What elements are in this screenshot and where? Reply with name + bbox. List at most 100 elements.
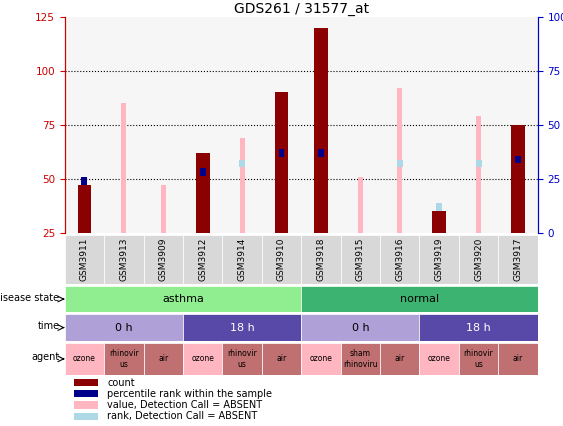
Bar bbox=[314, 28, 328, 233]
Title: GDS261 / 31577_at: GDS261 / 31577_at bbox=[234, 2, 369, 16]
Bar bbox=[104, 235, 144, 284]
Bar bbox=[498, 235, 538, 284]
Bar bbox=[476, 160, 481, 167]
Text: GSM3919: GSM3919 bbox=[435, 237, 444, 281]
Text: 0 h: 0 h bbox=[115, 322, 133, 333]
Text: percentile rank within the sample: percentile rank within the sample bbox=[108, 389, 272, 399]
Bar bbox=[262, 17, 301, 233]
Bar bbox=[318, 149, 324, 157]
Text: ozone: ozone bbox=[428, 354, 450, 363]
Text: 0 h: 0 h bbox=[351, 322, 369, 333]
Bar bbox=[459, 17, 498, 233]
Text: sham
rhinoviru: sham rhinoviru bbox=[343, 349, 378, 368]
Text: disease state: disease state bbox=[0, 293, 60, 303]
Bar bbox=[301, 17, 341, 233]
Bar bbox=[436, 203, 442, 210]
Text: count: count bbox=[108, 377, 135, 388]
Bar bbox=[239, 138, 245, 233]
Bar bbox=[104, 17, 144, 233]
Bar bbox=[65, 314, 183, 341]
Bar bbox=[121, 103, 127, 233]
Bar bbox=[419, 235, 459, 284]
Bar bbox=[341, 17, 380, 233]
Text: air: air bbox=[276, 354, 287, 363]
Text: GSM3913: GSM3913 bbox=[119, 237, 128, 281]
Text: GSM3914: GSM3914 bbox=[238, 237, 247, 281]
Bar bbox=[144, 235, 183, 284]
Text: ozone: ozone bbox=[310, 354, 332, 363]
Bar bbox=[341, 343, 380, 375]
Text: rhinovir
us: rhinovir us bbox=[464, 349, 493, 368]
Bar bbox=[222, 343, 262, 375]
Bar bbox=[239, 160, 245, 167]
Text: GSM3916: GSM3916 bbox=[395, 237, 404, 281]
Text: ozone: ozone bbox=[73, 354, 96, 363]
Text: air: air bbox=[395, 354, 405, 363]
Bar bbox=[301, 286, 538, 312]
Text: air: air bbox=[513, 354, 523, 363]
Bar bbox=[196, 153, 209, 233]
Bar bbox=[74, 412, 98, 420]
Bar bbox=[183, 235, 222, 284]
Bar bbox=[279, 149, 284, 157]
Text: GSM3918: GSM3918 bbox=[316, 237, 325, 281]
Bar bbox=[498, 343, 538, 375]
Text: value, Detection Call = ABSENT: value, Detection Call = ABSENT bbox=[108, 400, 262, 410]
Bar bbox=[301, 343, 341, 375]
Bar bbox=[419, 314, 538, 341]
Bar bbox=[160, 185, 166, 233]
Text: time: time bbox=[38, 321, 60, 331]
Bar bbox=[380, 17, 419, 233]
Bar bbox=[65, 343, 104, 375]
Bar bbox=[65, 286, 301, 312]
Bar bbox=[74, 401, 98, 409]
Bar bbox=[301, 314, 419, 341]
Bar bbox=[74, 379, 98, 386]
Text: GSM3910: GSM3910 bbox=[277, 237, 286, 281]
Text: GSM3915: GSM3915 bbox=[356, 237, 365, 281]
Bar bbox=[397, 88, 403, 233]
Bar bbox=[74, 390, 98, 397]
Bar bbox=[397, 160, 403, 167]
Bar bbox=[65, 235, 104, 284]
Bar bbox=[262, 235, 301, 284]
Bar bbox=[476, 116, 481, 233]
Bar bbox=[419, 17, 459, 233]
Bar bbox=[183, 343, 222, 375]
Text: rhinovir
us: rhinovir us bbox=[227, 349, 257, 368]
Bar bbox=[498, 17, 538, 233]
Text: rank, Detection Call = ABSENT: rank, Detection Call = ABSENT bbox=[108, 411, 257, 421]
Bar bbox=[515, 155, 521, 163]
Text: 18 h: 18 h bbox=[230, 322, 254, 333]
Bar bbox=[78, 185, 91, 233]
Text: air: air bbox=[158, 354, 168, 363]
Bar bbox=[144, 17, 183, 233]
Text: GSM3912: GSM3912 bbox=[198, 237, 207, 281]
Text: GSM3911: GSM3911 bbox=[80, 237, 89, 281]
Bar bbox=[432, 211, 446, 233]
Text: normal: normal bbox=[400, 294, 439, 304]
Bar bbox=[275, 92, 288, 233]
Bar bbox=[358, 176, 363, 233]
Text: agent: agent bbox=[32, 352, 60, 362]
Bar bbox=[262, 343, 301, 375]
Bar bbox=[82, 177, 87, 184]
Bar bbox=[301, 235, 341, 284]
Bar bbox=[222, 235, 262, 284]
Bar bbox=[65, 17, 104, 233]
Text: ozone: ozone bbox=[191, 354, 214, 363]
Text: rhinovir
us: rhinovir us bbox=[109, 349, 138, 368]
Bar bbox=[380, 235, 419, 284]
Bar bbox=[104, 343, 144, 375]
Bar bbox=[419, 343, 459, 375]
Bar bbox=[183, 17, 222, 233]
Bar bbox=[459, 235, 498, 284]
Text: GSM3920: GSM3920 bbox=[474, 237, 483, 281]
Bar bbox=[200, 168, 205, 176]
Text: 18 h: 18 h bbox=[466, 322, 491, 333]
Bar bbox=[222, 17, 262, 233]
Bar bbox=[511, 125, 525, 233]
Text: GSM3917: GSM3917 bbox=[513, 237, 522, 281]
Bar bbox=[380, 343, 419, 375]
Bar bbox=[144, 343, 183, 375]
